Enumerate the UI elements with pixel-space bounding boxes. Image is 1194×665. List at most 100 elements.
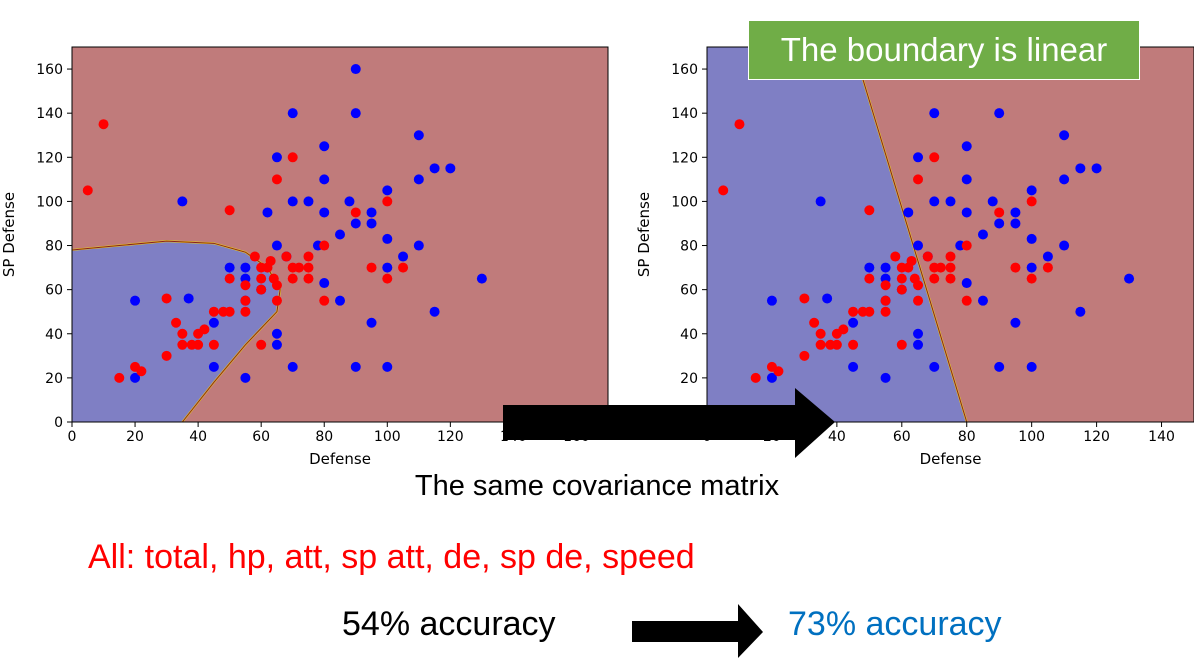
data-point <box>303 262 314 273</box>
data-point <box>366 262 377 273</box>
data-point <box>929 361 940 372</box>
data-point <box>890 251 901 262</box>
data-point <box>815 328 826 339</box>
data-point <box>945 196 956 207</box>
data-point <box>1026 233 1037 244</box>
data-point <box>1026 185 1037 196</box>
data-point <box>945 251 956 262</box>
data-point <box>766 295 777 306</box>
x-tick-label: 20 <box>763 429 781 445</box>
data-point <box>271 152 282 163</box>
data-point <box>366 207 377 218</box>
data-point <box>880 306 891 317</box>
data-point <box>382 233 393 244</box>
data-point <box>350 361 361 372</box>
y-tick-label: 20 <box>680 371 698 387</box>
data-point <box>350 108 361 119</box>
data-point <box>287 152 298 163</box>
data-point <box>335 295 345 306</box>
data-point <box>750 372 761 383</box>
x-tick-label: 40 <box>189 429 207 445</box>
data-point <box>1010 218 1021 229</box>
y-tick-label: 100 <box>36 194 63 210</box>
data-point <box>82 185 93 196</box>
y-tick-label: 120 <box>671 150 698 166</box>
data-point <box>240 306 251 317</box>
data-point <box>382 273 393 284</box>
data-point <box>429 306 440 317</box>
data-point <box>913 280 924 291</box>
data-point <box>366 218 377 229</box>
y-tick-label: 40 <box>45 327 63 343</box>
data-point <box>319 295 330 306</box>
decision-boundary-edge <box>852 46 968 423</box>
data-point <box>303 273 314 284</box>
data-point <box>913 152 924 163</box>
data-point <box>319 240 330 251</box>
data-point <box>344 196 355 207</box>
data-point <box>1075 306 1086 317</box>
data-point <box>994 361 1005 372</box>
data-point <box>287 273 298 284</box>
y-tick-label: 60 <box>45 283 63 299</box>
data-point <box>864 306 875 317</box>
data-point <box>961 295 972 306</box>
data-point <box>906 255 917 266</box>
caption-text: The same covariance matrix <box>414 470 780 502</box>
data-point <box>864 273 875 284</box>
data-point <box>987 196 998 207</box>
data-point <box>413 174 424 185</box>
data-point <box>799 293 810 304</box>
data-point <box>1026 262 1037 273</box>
data-point <box>961 207 972 218</box>
data-point <box>382 262 393 273</box>
data-point <box>961 278 972 289</box>
accuracy-after-text: 73% accuracy <box>788 605 1002 643</box>
data-point <box>799 350 810 361</box>
data-point <box>1075 163 1086 174</box>
data-point <box>822 293 833 304</box>
y-tick-label: 60 <box>680 283 698 299</box>
data-point <box>271 280 282 291</box>
x-tick-label: 100 <box>374 429 401 445</box>
data-point <box>413 130 424 141</box>
data-point <box>171 317 182 328</box>
data-point <box>271 295 282 306</box>
x-tick-label: 80 <box>315 429 333 445</box>
data-point <box>815 339 826 350</box>
x-tick-label: 100 <box>1018 429 1045 445</box>
data-point <box>208 361 219 372</box>
x-tick-label: 140 <box>1148 429 1175 445</box>
data-point <box>398 262 409 273</box>
x-tick-label: 80 <box>958 429 976 445</box>
data-point <box>1059 240 1070 251</box>
data-point <box>1026 361 1037 372</box>
data-point <box>913 240 924 251</box>
data-point <box>240 372 251 383</box>
data-point <box>249 251 260 262</box>
data-point <box>350 218 361 229</box>
y-tick-label: 0 <box>689 415 698 431</box>
data-point <box>281 251 292 262</box>
data-point <box>366 317 377 328</box>
data-point <box>382 185 393 196</box>
data-point <box>224 262 235 273</box>
data-point <box>1010 317 1021 328</box>
data-point <box>208 317 219 328</box>
data-point <box>896 339 907 350</box>
data-point <box>287 361 298 372</box>
data-point <box>177 196 188 207</box>
data-point <box>848 317 859 328</box>
data-point <box>913 174 924 185</box>
data-point <box>766 372 777 383</box>
data-point <box>913 328 924 339</box>
y-axis-label: SP Defense <box>635 192 653 277</box>
data-point <box>864 205 875 216</box>
data-point <box>130 295 141 306</box>
data-point <box>319 278 330 289</box>
data-point <box>913 339 924 350</box>
data-point <box>382 196 393 207</box>
data-point <box>848 339 859 350</box>
